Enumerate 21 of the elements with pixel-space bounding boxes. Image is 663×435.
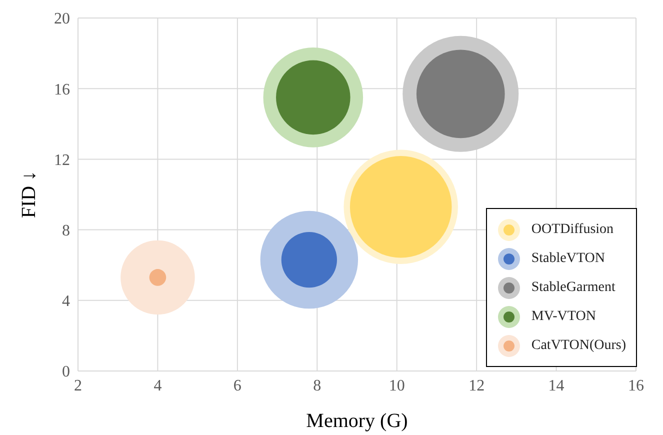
y-tick-label: 20 xyxy=(54,10,70,28)
x-axis-title: Memory (G) xyxy=(306,410,408,432)
y-axis-title: FID ↓ xyxy=(18,170,40,218)
y-tick-label: 8 xyxy=(62,222,70,240)
x-tick-label: 12 xyxy=(468,377,485,394)
y-tick-label: 4 xyxy=(62,293,70,310)
x-tick-label: 10 xyxy=(388,377,405,394)
legend-label: MV-VTON xyxy=(531,308,596,324)
x-tick-label: 6 xyxy=(233,377,242,394)
x-tick-label: 16 xyxy=(628,377,644,394)
x-tick-label: 14 xyxy=(548,377,564,394)
x-tick-label: 8 xyxy=(313,377,322,394)
y-tick-label: 0 xyxy=(62,364,70,381)
legend-label: StableGarment xyxy=(531,280,616,296)
x-tick-label: 2 xyxy=(74,377,82,394)
y-tick-label: 12 xyxy=(54,152,70,169)
legend-label: StableVTON xyxy=(531,250,605,266)
legend-label: OOTDiffusion xyxy=(531,222,614,238)
legend-label: CatVTON(Ours) xyxy=(531,338,626,354)
y-tick-label: 16 xyxy=(54,81,70,98)
x-tick-label: 4 xyxy=(154,377,162,394)
